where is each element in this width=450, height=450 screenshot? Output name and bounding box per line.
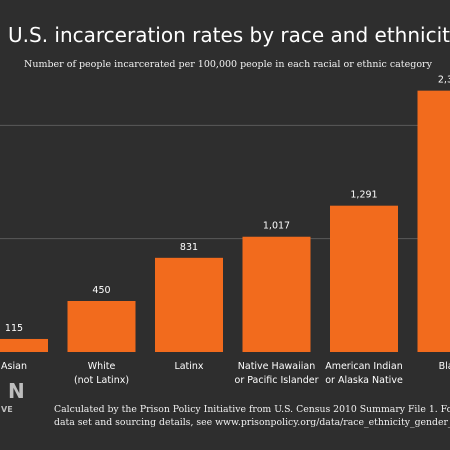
- category-label: Black: [439, 361, 450, 372]
- bar-native-hawaiian: [242, 236, 311, 352]
- category-label: or Pacific Islander: [235, 375, 319, 386]
- logo-text: VE: [1, 405, 13, 414]
- bar-white: [67, 301, 136, 352]
- logo-letter: N: [8, 379, 25, 403]
- category-label: Asian: [1, 361, 27, 372]
- category-label: (not Latinx): [74, 375, 129, 386]
- bar-american-indian: [330, 205, 398, 352]
- chart-subtitle: Number of people incarcerated per 100,00…: [24, 59, 433, 70]
- category-label: Native Hawaiian: [238, 361, 315, 372]
- category-label: or Alaska Native: [325, 375, 403, 386]
- category-label: Latinx: [174, 361, 203, 372]
- source-note-line-2: data set and sourcing details, see www.p…: [54, 417, 450, 428]
- category-labels: Asian White (not Latinx) Latinx Native Hawai…: [1, 361, 450, 386]
- value-label: 1,017: [263, 221, 290, 232]
- value-label: 2,306: [438, 75, 450, 86]
- value-labels: 115 450 831 1,017 1,291 2,306: [5, 75, 450, 334]
- value-label: 831: [180, 242, 198, 253]
- value-label: 450: [92, 285, 110, 296]
- category-label: American Indian: [325, 361, 403, 372]
- source-note-line-1: Calculated by the Prison Policy Initiati…: [54, 404, 450, 415]
- bar-asian: [0, 338, 48, 352]
- value-label: 1,291: [350, 190, 377, 201]
- bar-black: [417, 90, 450, 353]
- category-label: White: [88, 361, 116, 372]
- bar-latinx: [155, 257, 223, 352]
- value-label: 115: [5, 323, 23, 334]
- bars: [0, 90, 450, 353]
- chart-title: U.S. incarceration rates by race and eth…: [8, 23, 450, 47]
